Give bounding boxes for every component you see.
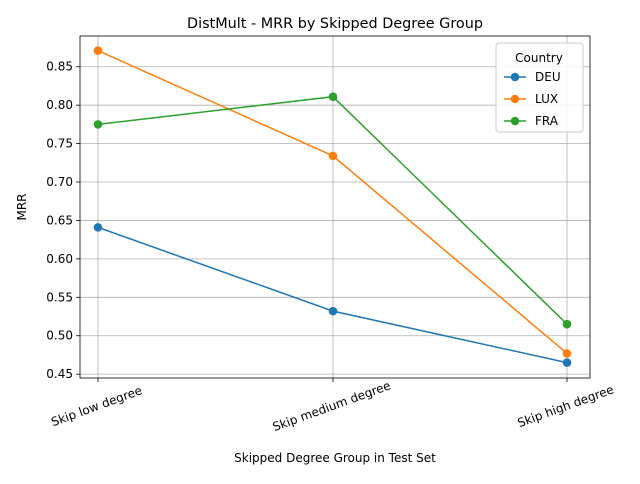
y-tick-label: 0.65 [46,213,73,227]
series-lux [93,46,572,358]
legend-item-lux: LUX [504,92,558,106]
grid [80,36,590,378]
series-deu [93,223,572,367]
legend-items: DEU LUX FRA [504,70,561,128]
x-axis-label: Skipped Degree Group in Test Set [234,451,436,465]
data-point [562,319,572,329]
data-point [562,358,572,367]
legend: Country DEU LUX FRA [495,42,584,133]
data-point [328,306,338,316]
y-tick-label: 0.50 [46,329,73,343]
plot-frame [79,35,591,379]
data-point [328,92,338,102]
legend-box [495,42,584,133]
y-tick-label: 0.45 [46,367,73,381]
y-tick-label: 0.60 [46,252,73,266]
legend-title: Country [515,51,563,65]
legend-label: LUX [535,92,558,106]
legend-marker [510,94,520,104]
y-tick-label: 0.55 [46,290,73,304]
legend-item-deu: DEU [504,70,561,84]
chart-title: DistMult - MRR by Skipped Degree Group [187,16,483,32]
y-tick-label: 0.70 [46,175,73,189]
legend-label: DEU [535,70,561,84]
data-point [93,46,103,55]
legend-marker [510,72,520,82]
data-point [93,223,103,232]
y-axis: 0.45 0.50 0.55 0.60 0.65 0.70 0.75 0.80 0.85 [46,60,80,381]
y-tick-label: 0.80 [46,98,73,112]
data-point [562,349,572,358]
series-fra [93,92,572,329]
legend-item-fra: FRA [504,114,559,128]
y-axis-label: MRR [15,193,29,220]
series-layer [93,46,572,367]
data-point [328,151,338,161]
legend-marker [510,116,520,126]
data-point [93,120,103,129]
y-tick-label: 0.85 [46,60,73,74]
legend-label: FRA [535,114,559,128]
y-tick-label: 0.75 [46,137,73,151]
